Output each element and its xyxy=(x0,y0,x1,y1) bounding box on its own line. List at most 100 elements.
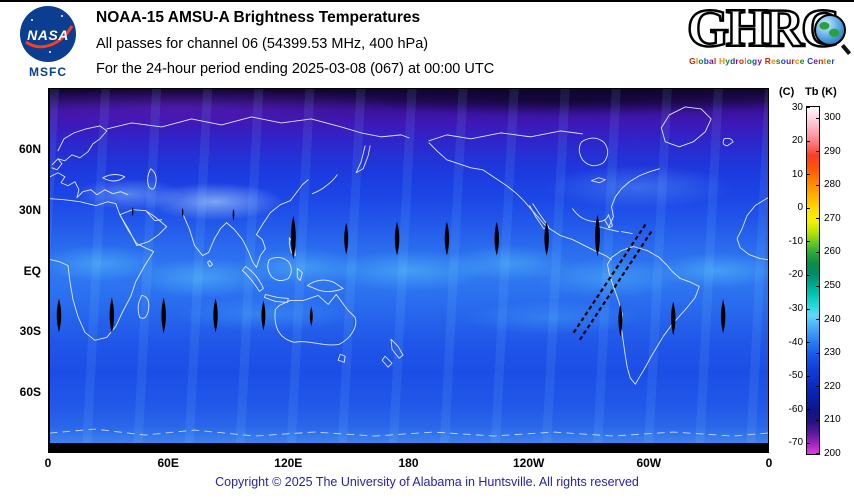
data-gap-lens xyxy=(132,206,134,217)
colorbar-celsius-label: -50 xyxy=(788,370,803,382)
data-gap-lens xyxy=(290,215,296,260)
colorbar-tick-mark xyxy=(807,442,810,444)
lat-tick-label: EQ xyxy=(23,263,41,278)
ghrc-logo-mark: GHRC xyxy=(676,0,852,56)
nasa-logo-icon: NASA xyxy=(20,6,76,62)
colorbar-tick-mark xyxy=(816,386,819,388)
colorbar-kelvin-label: 290 xyxy=(824,145,841,157)
data-gap-lens xyxy=(544,221,549,256)
lon-tick-label: 120E xyxy=(274,456,303,470)
colorbar-tick-mark xyxy=(816,184,819,186)
colorbar-celsius-label: -10 xyxy=(788,235,803,247)
colorbar-celsius-unit: (C) xyxy=(779,86,795,98)
colorbar: (C) Tb (K) 30 20 10 0 -10 -20 -30 -40 -50 -60 -70 3… xyxy=(779,86,854,486)
map-bottom-band xyxy=(50,443,768,452)
map-gaps-group xyxy=(56,206,726,341)
lat-tick-label: 60N xyxy=(18,141,41,156)
nasa-swoosh-icon xyxy=(25,15,74,53)
copyright-text: Copyright © 2025 The University of Alaba… xyxy=(215,475,639,489)
colorbar-celsius-label: -60 xyxy=(788,403,803,415)
colorbar-tick-mark xyxy=(816,352,819,354)
colorbar-kelvin-label: 250 xyxy=(824,280,841,292)
data-gap-lens xyxy=(671,301,676,336)
data-gap-lens xyxy=(109,297,115,334)
lon-tick-label: 0 xyxy=(44,456,52,470)
colorbar-tick-mark xyxy=(807,174,810,176)
colorbar-kelvin-label: 200 xyxy=(824,447,841,459)
lon-tick-label: 60W xyxy=(636,456,662,470)
brightness-temperature-map xyxy=(48,88,769,453)
data-gap-lens xyxy=(161,297,166,334)
colorbar-tick-mark xyxy=(816,419,819,421)
page-period-line: For the 24-hour period ending 2025-03-08… xyxy=(96,61,495,77)
colorbar-celsius-label: -70 xyxy=(788,437,803,449)
data-gap-lens xyxy=(344,222,349,255)
data-gap-lens xyxy=(594,214,600,257)
data-gap-lens xyxy=(444,221,450,256)
ghrc-tagline: Global Hydrology Resource Center xyxy=(689,56,835,66)
colorbar-celsius-label: 10 xyxy=(791,168,803,180)
data-gap-lens xyxy=(309,306,313,327)
colorbar-tick-mark xyxy=(816,453,819,455)
ghrc-logo: GHRC Global Hydrology Resource Center xyxy=(676,0,852,66)
lat-tick-label: 30N xyxy=(18,202,41,217)
lon-tick-label: 0 xyxy=(765,456,773,470)
data-gap-lens xyxy=(232,208,235,221)
data-gap-streak xyxy=(578,231,653,341)
colorbar-tick-mark xyxy=(807,342,810,344)
lat-tick-label: 60S xyxy=(19,385,41,400)
colorbar-celsius-label: -30 xyxy=(788,303,803,315)
colorbar-kelvin-label: 260 xyxy=(824,246,841,258)
ghrc-globe-icon xyxy=(814,14,846,46)
colorbar-tick-mark xyxy=(807,140,810,142)
lon-tick-label: 120W xyxy=(513,456,545,470)
colorbar-tick-mark xyxy=(807,375,810,377)
data-gap-lens xyxy=(394,221,400,256)
colorbar-tick-mark xyxy=(816,251,819,253)
title-block: NOAA-15 AMSU-A Brightness Temperatures A… xyxy=(96,9,494,77)
msfc-label: MSFC xyxy=(29,65,67,79)
page-subtitle: All passes for channel 06 (54399.53 MHz,… xyxy=(96,36,429,52)
colorbar-tick-mark xyxy=(816,285,819,287)
colorbar-tick-mark xyxy=(807,107,810,109)
colorbar-celsius-label: 30 xyxy=(791,101,803,113)
colorbar-tick-mark xyxy=(807,274,810,276)
lon-tick-label: 60E xyxy=(157,456,179,470)
colorbar-tick-mark xyxy=(807,207,810,209)
colorbar-tick-mark xyxy=(816,151,819,153)
map-overlay-svg xyxy=(50,106,768,437)
data-gap-lens xyxy=(181,207,184,218)
lon-tick-label: 180 xyxy=(398,456,419,470)
data-gap-lens xyxy=(720,299,726,334)
colorbar-kelvin-label: 230 xyxy=(824,347,841,359)
lat-axis: 60N 30N EQ 30S 60S xyxy=(0,88,45,453)
data-gap-lens xyxy=(261,300,266,331)
colorbar-celsius-label: -40 xyxy=(788,336,803,348)
lon-axis: 0 60E 120E 180 120W 60W 0 xyxy=(44,456,773,472)
colorbar-tick-mark xyxy=(807,308,810,310)
ghrc-magnifier-handle-icon xyxy=(840,44,852,55)
colorbar-kelvin-label: 270 xyxy=(824,212,841,224)
colorbar-celsius-label: -20 xyxy=(788,269,803,281)
colorbar-tick-mark xyxy=(816,319,819,321)
nasa-msfc-logo: NASA MSFC xyxy=(14,6,82,79)
colorbar-kelvin-label: 280 xyxy=(824,179,841,191)
data-gap-lens xyxy=(213,298,218,333)
colorbar-gradient xyxy=(806,106,820,455)
colorbar-kelvin-unit: Tb (K) xyxy=(805,86,837,98)
data-gap-lens xyxy=(494,221,499,256)
colorbar-kelvin-label: 220 xyxy=(824,380,841,392)
map-heatmap-field xyxy=(50,89,768,452)
colorbar-kelvin-label: 300 xyxy=(824,112,841,124)
top-border-line xyxy=(0,0,854,2)
colorbar-tick-mark xyxy=(807,241,810,243)
colorbar-celsius-label: 20 xyxy=(791,135,803,147)
coastlines xyxy=(50,106,768,437)
lat-tick-label: 30S xyxy=(19,324,41,339)
nasa-logo-text: NASA xyxy=(27,27,69,43)
colorbar-tick-mark xyxy=(816,218,819,220)
page-title: NOAA-15 AMSU-A Brightness Temperatures xyxy=(96,9,421,26)
data-gap-lens xyxy=(618,304,623,337)
colorbar-tick-mark xyxy=(807,409,810,411)
